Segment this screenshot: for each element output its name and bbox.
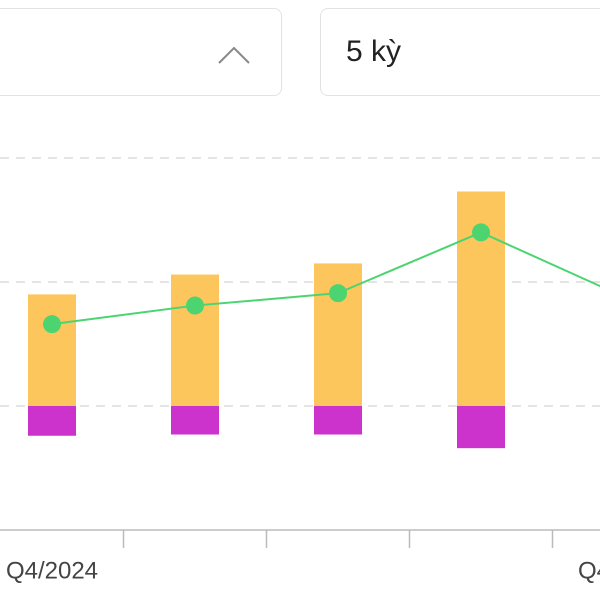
period-count: 5 kỳ	[346, 35, 402, 68]
x-tick-label: Q4/2025	[578, 557, 600, 584]
period-select[interactable]: 5 kỳ	[320, 8, 600, 96]
bar	[28, 294, 76, 406]
bar	[171, 406, 219, 435]
line-point	[329, 284, 347, 303]
bar	[28, 406, 76, 436]
line-point	[186, 296, 204, 315]
bar	[171, 274, 219, 406]
chevron-up-icon	[218, 46, 250, 64]
dropdown[interactable]	[0, 8, 282, 96]
line-point	[43, 315, 61, 334]
line-point	[472, 223, 490, 242]
x-tick-label: Q4/2024	[6, 557, 98, 584]
bar	[314, 406, 362, 435]
bar	[457, 406, 505, 449]
